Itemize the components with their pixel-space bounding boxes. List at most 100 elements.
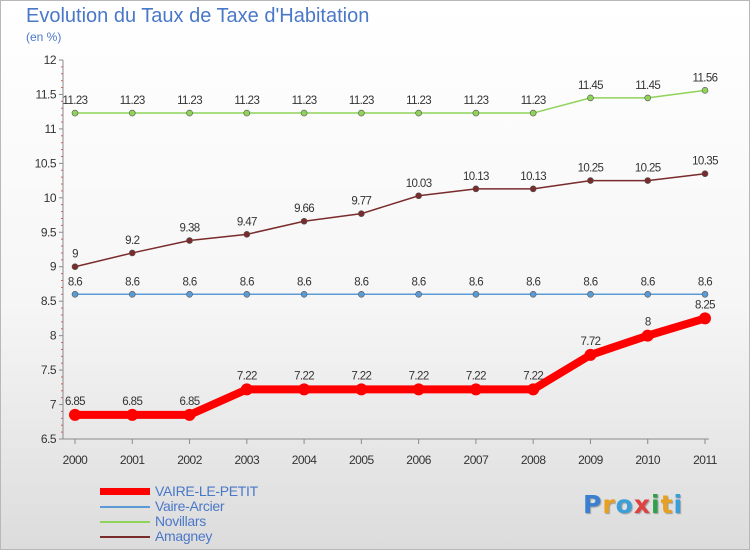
data-point-vaire-le-petit-2008 bbox=[527, 383, 540, 396]
logo-letter-5: t bbox=[660, 490, 674, 519]
data-label-amagney-2001: 9.2 bbox=[125, 235, 139, 247]
data-label-novillars-2011: 11.56 bbox=[693, 72, 718, 84]
y-tick-label-1: 7 bbox=[50, 398, 57, 412]
data-label-vaire-le-petit-2003: 7.22 bbox=[237, 370, 257, 382]
x-tick-label-10: 2010 bbox=[635, 453, 661, 467]
data-point-vaire-arcier-2011 bbox=[701, 290, 709, 298]
data-label-vaire-arcier-2006: 8.6 bbox=[412, 276, 426, 288]
data-label-vaire-arcier-2000: 8.6 bbox=[68, 276, 82, 288]
data-label-novillars-2008: 11.23 bbox=[521, 95, 546, 107]
y-tick-label-0: 6.5 bbox=[41, 432, 57, 446]
data-point-novillars-2001 bbox=[128, 109, 136, 117]
data-label-amagney-2005: 9.77 bbox=[351, 196, 371, 208]
data-point-vaire-le-petit-2002 bbox=[183, 408, 196, 421]
data-point-amagney-2005 bbox=[358, 210, 365, 217]
x-tick-label-5: 2005 bbox=[349, 453, 375, 467]
data-point-amagney-2003 bbox=[243, 231, 251, 238]
chart-subtitle: (en %) bbox=[26, 30, 62, 44]
series-layer bbox=[69, 87, 711, 421]
data-point-vaire-arcier-2010 bbox=[644, 290, 652, 298]
data-label-vaire-arcier-2003: 8.6 bbox=[240, 276, 254, 288]
data-label-novillars-2001: 11.23 bbox=[120, 95, 145, 107]
data-point-vaire-arcier-2001 bbox=[128, 290, 136, 298]
data-point-vaire-arcier-2000 bbox=[71, 290, 79, 298]
legend-item-amagney[interactable]: Amagney bbox=[100, 528, 400, 544]
data-label-vaire-le-petit-2008: 7.22 bbox=[523, 370, 543, 382]
x-tick-label-9: 2009 bbox=[578, 453, 604, 467]
logo-letter-4: i bbox=[651, 490, 661, 519]
legend-label-amagney: Amagney bbox=[155, 528, 213, 544]
data-point-vaire-le-petit-2010 bbox=[641, 329, 654, 342]
data-point-vaire-arcier-2006 bbox=[415, 290, 422, 298]
data-label-amagney-2002: 9.38 bbox=[180, 223, 200, 235]
x-tick-label-4: 2004 bbox=[292, 453, 318, 467]
legend-item-vaire-arcier[interactable]: Vaire-Arcier bbox=[100, 498, 400, 514]
data-point-amagney-2010 bbox=[644, 177, 652, 184]
data-label-vaire-le-petit-2010: 8 bbox=[645, 317, 651, 329]
data-point-vaire-arcier-2008 bbox=[529, 290, 537, 298]
data-label-novillars-2003: 11.23 bbox=[234, 95, 259, 107]
data-point-amagney-2002 bbox=[186, 237, 193, 244]
y-tick-label-5: 9 bbox=[50, 260, 57, 274]
data-point-vaire-arcier-2007 bbox=[472, 290, 480, 298]
data-label-vaire-arcier-2007: 8.6 bbox=[469, 276, 483, 288]
legend-swatch-vaire-le-petit bbox=[100, 488, 150, 495]
data-point-novillars-2006 bbox=[415, 109, 422, 117]
x-tick-label-7: 2007 bbox=[464, 453, 490, 467]
data-label-vaire-arcier-2001: 8.6 bbox=[125, 276, 139, 288]
legend-swatch-vaire-arcier bbox=[100, 506, 150, 508]
chart-title: Evolution du Taux de Taxe d'Habitation bbox=[26, 5, 370, 27]
data-point-vaire-le-petit-2003 bbox=[240, 383, 253, 396]
x-tick-label-8: 2008 bbox=[521, 453, 547, 467]
data-label-amagney-2003: 9.47 bbox=[237, 216, 257, 228]
y-tick-label-7: 10 bbox=[44, 191, 57, 205]
data-point-vaire-le-petit-2011 bbox=[699, 312, 711, 325]
data-point-amagney-2007 bbox=[472, 185, 480, 193]
series-line-novillars bbox=[74, 89, 706, 114]
data-point-vaire-arcier-2004 bbox=[300, 290, 308, 298]
data-point-amagney-2009 bbox=[587, 177, 594, 184]
data-label-vaire-le-petit-2005: 7.22 bbox=[351, 370, 371, 382]
y-tick-label-3: 8 bbox=[50, 329, 57, 343]
data-label-vaire-arcier-2005: 8.6 bbox=[354, 276, 368, 288]
y-tick-label-6: 9.5 bbox=[41, 225, 57, 239]
data-label-vaire-arcier-2008: 8.6 bbox=[526, 276, 540, 288]
data-point-amagney-2001 bbox=[128, 249, 136, 257]
data-point-novillars-2004 bbox=[300, 109, 308, 117]
data-label-vaire-le-petit-2007: 7.22 bbox=[466, 370, 486, 382]
y-tick-label-9: 11 bbox=[45, 122, 57, 136]
data-point-vaire-arcier-2009 bbox=[587, 290, 594, 298]
data-label-vaire-le-petit-2001: 6.85 bbox=[122, 396, 142, 408]
legend-swatch-novillars bbox=[100, 521, 150, 523]
x-tick-label-0: 2000 bbox=[63, 453, 89, 467]
data-point-vaire-le-petit-2009 bbox=[584, 348, 597, 361]
data-label-vaire-arcier-2009: 8.6 bbox=[583, 276, 597, 288]
data-point-novillars-2011 bbox=[701, 87, 709, 94]
y-tick-label-4: 8.5 bbox=[41, 294, 57, 308]
series-line-vaire-le-petit bbox=[71, 314, 709, 419]
series-line-amagney bbox=[74, 172, 706, 268]
legend-label-vaire-arcier: Vaire-Arcier bbox=[155, 498, 225, 514]
data-label-amagney-2000: 9 bbox=[72, 249, 78, 261]
data-label-vaire-le-petit-2009: 7.72 bbox=[580, 336, 600, 348]
data-label-vaire-le-petit-2011: 8.25 bbox=[695, 299, 715, 311]
data-label-novillars-2005: 11.23 bbox=[349, 95, 374, 107]
data-label-vaire-arcier-2011: 8.6 bbox=[698, 276, 712, 288]
data-label-vaire-le-petit-2000: 6.85 bbox=[65, 396, 85, 408]
y-tick-label-2: 7.5 bbox=[41, 363, 57, 377]
data-label-amagney-2008: 10.13 bbox=[520, 171, 546, 183]
legend-item-novillars[interactable]: Novillars bbox=[100, 513, 400, 529]
data-point-novillars-2002 bbox=[186, 109, 193, 117]
legend-label-novillars: Novillars bbox=[155, 513, 206, 529]
data-label-amagney-2007: 10.13 bbox=[463, 171, 489, 183]
x-tick-label-6: 2006 bbox=[406, 453, 432, 467]
data-point-novillars-2005 bbox=[358, 109, 365, 117]
data-point-novillars-2008 bbox=[529, 109, 537, 117]
legend-item-vaire-le-petit[interactable]: VAIRE-LE-PETIT bbox=[100, 483, 400, 499]
data-point-vaire-arcier-2005 bbox=[358, 290, 365, 298]
data-label-novillars-2006: 11.23 bbox=[406, 95, 431, 107]
data-point-novillars-2010 bbox=[644, 94, 652, 102]
data-label-vaire-le-petit-2002: 6.85 bbox=[180, 396, 200, 408]
data-point-vaire-le-petit-2000 bbox=[69, 408, 81, 421]
